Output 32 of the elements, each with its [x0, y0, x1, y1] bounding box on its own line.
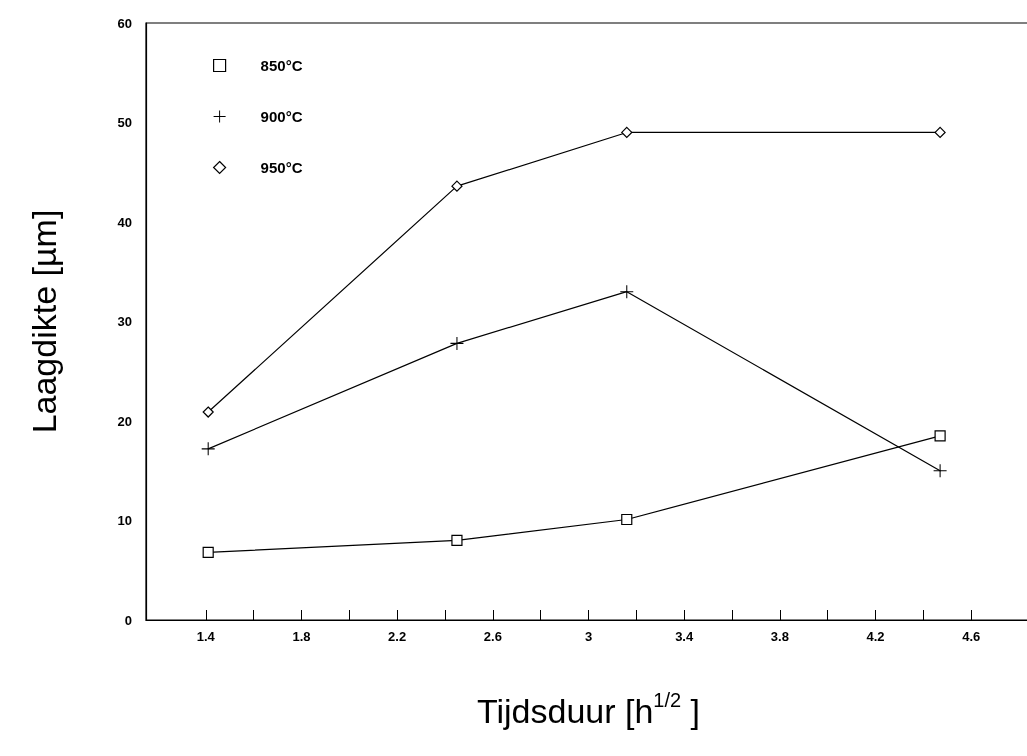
legend-label: 900°C — [260, 108, 303, 125]
y-tick-label: 30 — [117, 314, 132, 329]
x-tick-label: 3 — [584, 629, 593, 644]
y-axis-title: Laagdikte [µm] — [25, 209, 63, 434]
legend-label: 850°C — [260, 57, 303, 74]
y-tick-label: 10 — [117, 513, 132, 528]
y-tick-label: 60 — [117, 15, 132, 31]
x-tick-label: 2.6 — [483, 629, 502, 644]
point — [202, 406, 214, 418]
x-tick-label: 4.6 — [962, 629, 981, 644]
point — [451, 534, 463, 546]
point — [621, 126, 633, 139]
point — [450, 336, 464, 350]
point — [202, 546, 214, 558]
y-tick-label: 0 — [124, 612, 132, 628]
point — [934, 430, 946, 442]
point — [620, 285, 634, 299]
x-tick-label: 2.2 — [388, 629, 407, 644]
y-tick-label: 40 — [117, 214, 132, 230]
point — [934, 126, 946, 139]
x-tick-label: 3.8 — [770, 629, 789, 644]
x-tick-label: 1.4 — [196, 629, 216, 644]
point — [201, 442, 215, 456]
legend-label: 950°C — [260, 159, 303, 176]
x-tick-label: 1.8 — [292, 629, 311, 644]
x-tick-label: 4.2 — [866, 629, 885, 644]
y-tick-label: 20 — [117, 413, 132, 429]
x-tick-label: 3.4 — [675, 629, 694, 644]
point — [451, 180, 463, 192]
point — [933, 464, 947, 478]
y-tick-label: 50 — [117, 115, 132, 130]
point — [621, 513, 633, 526]
